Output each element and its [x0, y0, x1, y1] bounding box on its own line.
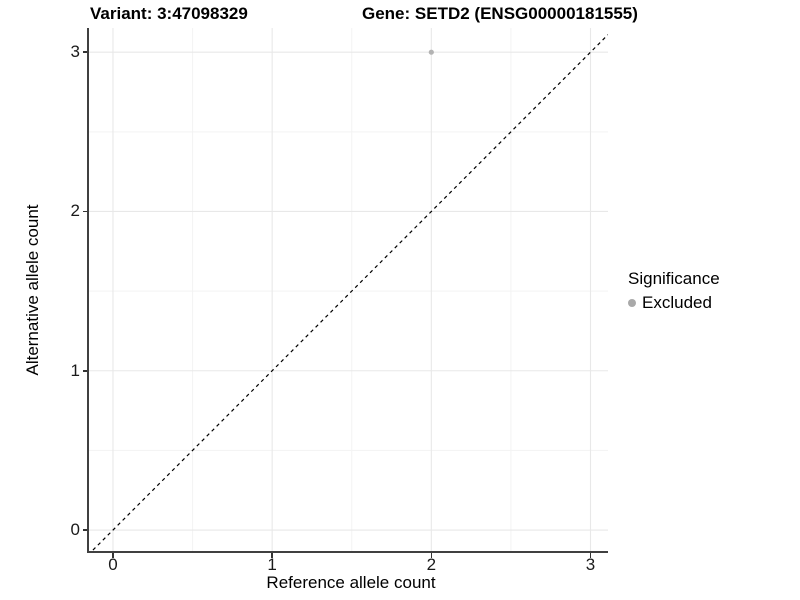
y-tick-label: 0	[70, 520, 80, 540]
x-tick	[589, 553, 592, 558]
y-axis-title: Alternative allele count	[23, 204, 42, 376]
legend-item-label: Excluded	[642, 293, 712, 312]
x-tick	[430, 553, 433, 558]
plot-title-variant: Variant: 3:47098329	[90, 4, 248, 23]
y-tick	[82, 370, 87, 372]
y-axis-line	[86, 28, 89, 553]
legend-title: Significance	[628, 269, 720, 288]
legend-point-icon	[628, 299, 636, 307]
plot-title-gene: Gene: SETD2 (ENSG00000181555)	[362, 4, 638, 23]
x-axis-line	[86, 551, 608, 553]
legend: Significance Excluded	[628, 268, 720, 313]
y-tick	[82, 210, 87, 213]
x-tick-label: 1	[267, 555, 277, 574]
y-tick	[82, 51, 87, 53]
x-tick-label: 0	[108, 555, 118, 574]
identity-line	[90, 34, 608, 552]
y-tick-label: 3	[70, 42, 80, 62]
y-tick-label: 2	[70, 201, 80, 221]
x-tick	[112, 553, 114, 558]
y-tick	[82, 529, 87, 531]
x-tick-label: 2	[426, 555, 437, 574]
x-tick-label: 3	[585, 555, 596, 574]
legend-item-excluded: Excluded	[628, 293, 720, 313]
y-tick-label: 1	[70, 360, 80, 380]
x-tick	[271, 553, 273, 558]
plot-panel	[88, 28, 608, 552]
data-point	[428, 49, 434, 55]
x-axis-title: Reference allele count	[266, 573, 436, 592]
